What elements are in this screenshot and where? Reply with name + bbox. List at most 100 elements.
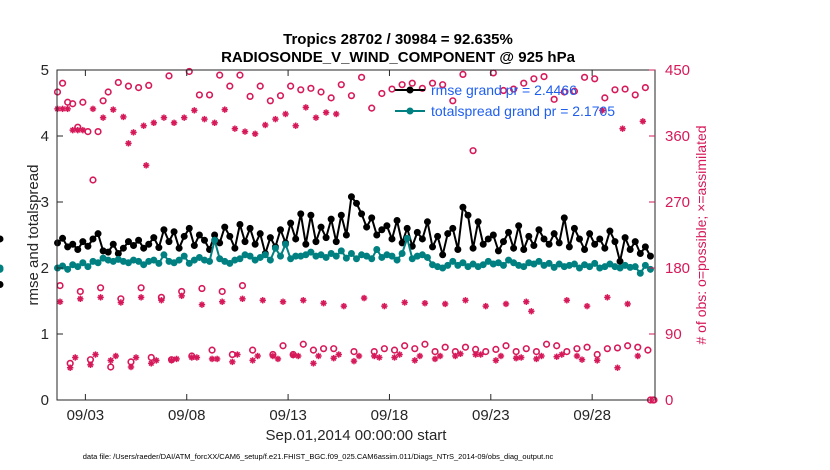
obs-possible-marker [104, 88, 112, 96]
series-point-0 [0, 235, 4, 243]
series-point-0 [317, 223, 325, 231]
obs-assimilated-marker [56, 298, 64, 305]
series-point-1 [266, 256, 274, 264]
obs-possible-marker [550, 95, 558, 103]
obs-assimilated-marker [148, 360, 155, 367]
obs-possible-marker [469, 147, 477, 155]
series-point-0 [363, 223, 371, 231]
obs-assimilated-marker [528, 308, 535, 315]
legend-marker-1 [406, 107, 414, 115]
series-point-0 [241, 238, 249, 246]
obs-assimilated-marker [371, 352, 378, 360]
obs-possible-marker [532, 348, 541, 356]
obs-assimilated-marker [333, 110, 340, 118]
obs-possible-marker [246, 92, 254, 100]
series-point-0 [434, 232, 442, 240]
obs-assimilated-marker [533, 355, 540, 363]
obs-possible-marker [512, 348, 520, 356]
series-point-1 [160, 251, 168, 259]
series-point-0 [515, 222, 523, 230]
series-point-1 [140, 261, 148, 269]
obs-possible-marker [461, 343, 470, 351]
series-point-0 [358, 210, 366, 218]
obs-possible-marker [378, 89, 386, 98]
obs-assimilated-marker [140, 122, 147, 129]
obs-possible-marker [641, 83, 649, 92]
obs-assimilated-marker [272, 115, 279, 123]
footer-datafile: data file: /Users/raeder/DAI/ATM_forcXX/… [83, 452, 554, 461]
obs-possible-marker [319, 345, 328, 353]
obs-assimilated-marker [310, 360, 317, 367]
series-point-0 [575, 235, 583, 243]
y-tick-label: 5 [41, 62, 49, 79]
series-point-0 [631, 238, 639, 246]
series-point-0 [545, 240, 553, 248]
obs-possible-marker [309, 346, 318, 354]
obs-assimilated-marker [492, 357, 500, 364]
x-tick-label: 09/18 [371, 407, 409, 424]
series-point-0 [459, 203, 467, 211]
series-point-1 [646, 265, 654, 273]
series-point-0 [276, 226, 284, 234]
series-point-0 [165, 238, 173, 246]
obs-possible-marker [208, 346, 216, 354]
series-point-0 [540, 235, 548, 243]
series-point-1 [337, 247, 345, 255]
obs-possible-marker [482, 348, 490, 356]
series-point-1 [0, 265, 4, 273]
obs-possible-marker [580, 73, 589, 81]
obs-assimilated-marker [130, 129, 137, 136]
obs-possible-marker [107, 363, 115, 371]
series-point-0 [302, 240, 310, 248]
series-point-0 [520, 246, 528, 254]
series-point-0 [606, 227, 614, 235]
obs-possible-marker [593, 350, 601, 359]
series-point-0 [104, 248, 112, 256]
obs-assimilated-marker [639, 118, 647, 125]
y-right-axis-ticks: 0 90 180 270 360 450 [649, 62, 690, 409]
series-point-0 [423, 218, 431, 226]
series-point-1 [135, 257, 143, 265]
obs-assimilated-marker [282, 110, 289, 118]
obs-possible-marker [431, 348, 439, 356]
series-point-1 [282, 240, 290, 248]
obs-possible-marker [421, 340, 429, 348]
obs-assimilated-marker [92, 351, 99, 358]
series-point-0 [322, 234, 330, 242]
obs-assimilated-marker [198, 301, 206, 308]
obs-possible-marker [591, 75, 599, 83]
obs-assimilated-marker [396, 351, 403, 358]
obs-possible-marker [137, 284, 145, 292]
series-point-0 [499, 238, 507, 246]
obs-assimilated-marker [300, 297, 307, 304]
series-point-1 [520, 263, 528, 271]
series-point-1 [332, 252, 340, 260]
obs-assimilated-marker [89, 105, 97, 113]
obs-assimilated-marker [330, 355, 337, 362]
series-point-0 [226, 232, 234, 240]
obs-assimilated-marker [259, 297, 266, 304]
obs-assimilated-marker [231, 125, 239, 132]
series-point-0 [555, 239, 563, 247]
series-point-0 [135, 236, 143, 244]
obs-possible-marker [583, 343, 591, 351]
series-point-1 [206, 257, 214, 265]
series-point-0 [388, 235, 396, 243]
obs-assimilated-marker [355, 352, 363, 360]
obs-possible-marker [58, 79, 67, 87]
series-point-0 [347, 193, 355, 201]
obs-assimilated-marker [335, 351, 342, 358]
obs-possible-marker [502, 342, 510, 350]
x-tick-label: 09/03 [67, 407, 105, 424]
obs-assimilated-marker [158, 297, 165, 304]
obs-assimilated-marker [142, 162, 150, 169]
obs-assimilated-marker [110, 106, 117, 113]
obs-assimilated-marker [462, 297, 469, 304]
series-point-0 [565, 243, 573, 251]
y-tick-label: 4 [41, 128, 49, 145]
series-point-0 [383, 222, 391, 230]
series-point-1 [636, 269, 644, 277]
y-right-tick-label: 270 [665, 194, 690, 211]
y-right-tick-label: 0 [665, 392, 673, 409]
series-point-0 [69, 240, 77, 248]
